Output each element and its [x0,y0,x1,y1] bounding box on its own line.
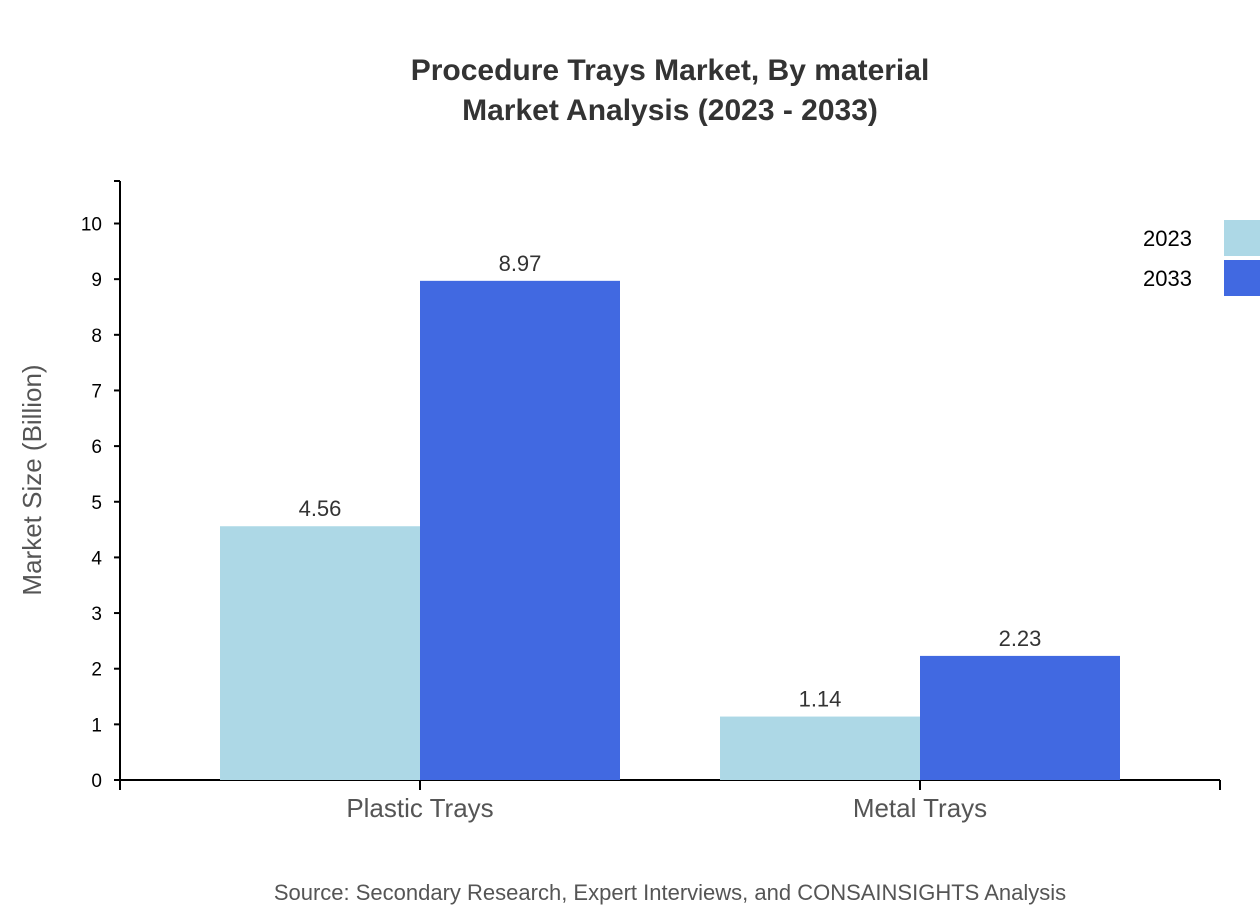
data-label: 4.56 [299,496,342,521]
y-tick-label: 6 [91,437,102,458]
y-tick-label: 4 [91,548,102,569]
y-tick-label: 3 [91,604,102,625]
y-tick-label: 0 [91,771,102,792]
legend-swatch [1224,260,1260,296]
legend-label: 2033 [1143,266,1192,291]
y-axis-label: Market Size (Billion) [17,364,47,595]
data-label: 2.23 [999,626,1042,651]
chart-subtitle: Market Analysis (2023 - 2033) [462,94,878,127]
y-tick-label: 5 [91,493,102,514]
x-tick-label: Metal Trays [853,793,987,823]
y-tick-label: 2 [91,660,102,681]
x-tick-label: Plastic Trays [346,793,493,823]
bar-2033 [420,280,620,780]
bar-2023 [720,716,920,780]
data-label: 8.97 [499,251,542,276]
y-tick-label: 1 [91,715,102,736]
bar-2033 [920,655,1120,780]
y-tick-label: 7 [91,381,102,402]
legend-label: 2023 [1143,226,1192,251]
data-label: 1.14 [799,687,842,712]
legend-swatch [1224,220,1260,256]
y-tick-label: 10 [81,215,102,236]
bar-2023 [220,526,420,780]
source-note: Source: Secondary Research, Expert Inter… [274,880,1066,905]
y-tick-label: 9 [91,270,102,291]
y-tick-label: 8 [91,326,102,347]
chart-title: Procedure Trays Market, By material [411,54,930,87]
